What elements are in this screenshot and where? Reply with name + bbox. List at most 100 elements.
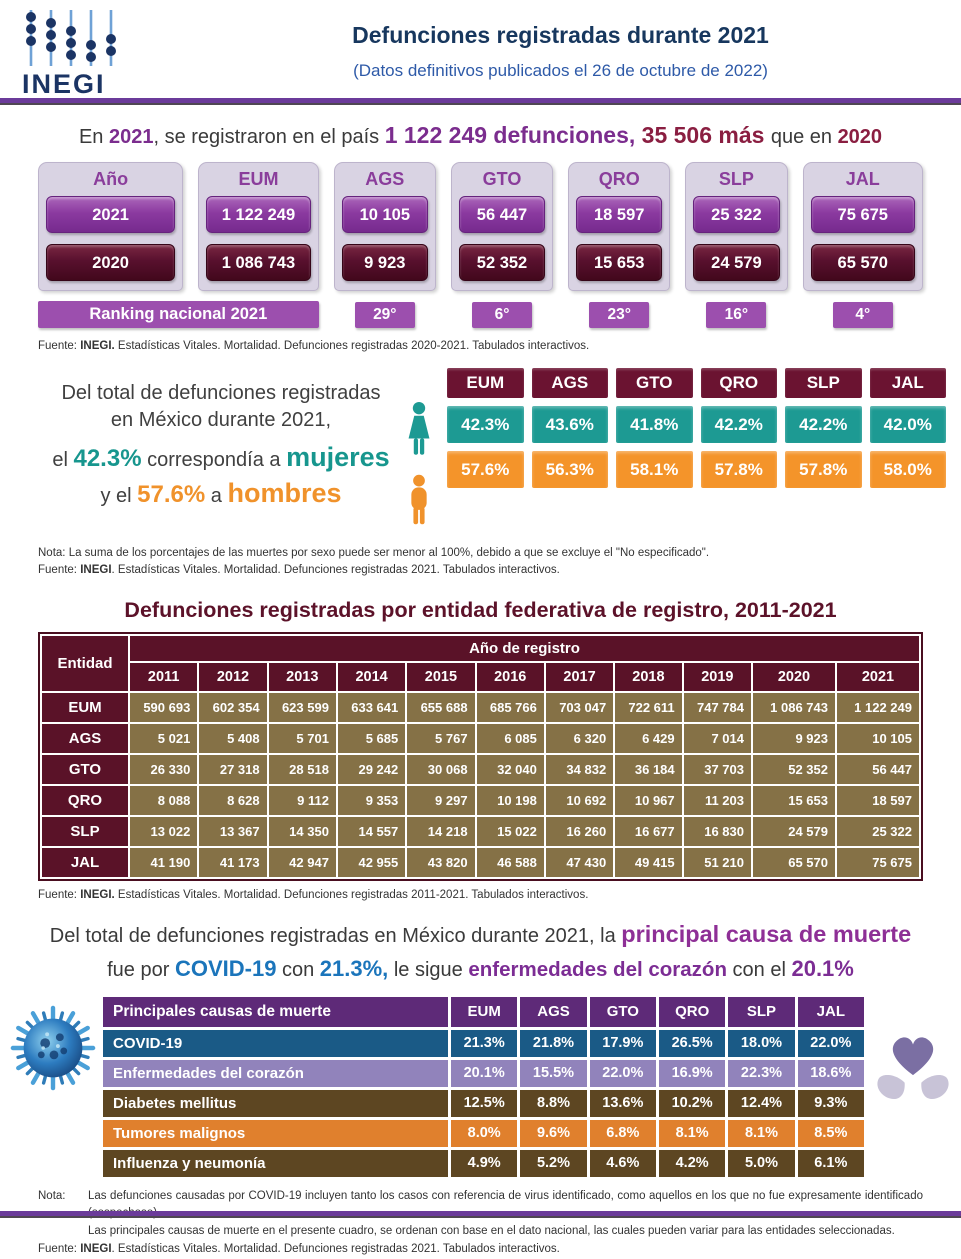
male-icon <box>401 472 437 533</box>
annual-2020-value: 2020 <box>46 244 176 281</box>
year-header: 2021 <box>835 660 921 693</box>
annual-column-header: Año <box>93 169 129 189</box>
entity-value: 6 085 <box>474 721 546 755</box>
cause-percentage: 4.2% <box>658 1149 726 1177</box>
entity-value: 43 820 <box>405 845 477 879</box>
causes-line1: Del total de defunciones registradas en … <box>0 917 961 952</box>
cause-percentage: 16.9% <box>658 1059 726 1087</box>
female-percentage-cell: 42.0% <box>869 406 946 443</box>
source-prefix: Fuente: <box>38 888 81 901</box>
entity-value: 685 766 <box>474 690 546 724</box>
ranking-label: Ranking nacional 2021 <box>38 301 319 328</box>
bottom-divider <box>0 1211 961 1218</box>
entity-value: 15 022 <box>474 814 546 848</box>
cause-percentage: 12.5% <box>451 1089 518 1117</box>
cause-percentage: 26.5% <box>658 1029 726 1057</box>
cause-percentage: 8.1% <box>728 1119 795 1147</box>
causes-source: Fuente: INEGI. Estadísticas Vitales. Mor… <box>38 1241 923 1259</box>
year-header: 2019 <box>681 660 754 693</box>
entity-column-header: Entidad <box>40 633 130 693</box>
cause-percentage: 8.1% <box>658 1119 726 1147</box>
ranking-value: 29° <box>354 301 415 328</box>
causes-table: Principales causas de muerte EUM AGS GTO QRO… <box>100 994 867 1180</box>
entity-value: 722 611 <box>613 690 684 724</box>
male-percentage-cell: 56.3% <box>531 451 608 488</box>
note-text: La suma de los porcentajes de las muerte… <box>68 547 710 559</box>
annual-card-jal: JAL 75 675 65 570 <box>802 162 923 291</box>
annual-2020-value: 9 923 <box>341 244 428 281</box>
entity-value: 747 784 <box>681 690 754 724</box>
sex-text-part: a <box>205 485 228 508</box>
entity-value: 56 447 <box>835 752 921 786</box>
entity-value: 590 693 <box>127 690 200 724</box>
entity-value: 34 832 <box>543 752 616 786</box>
entity-value: 14 350 <box>266 814 338 848</box>
summary-increase: 35 506 más <box>641 122 771 148</box>
entity-value: 5 021 <box>127 721 200 755</box>
sex-notes: Nota: La suma de los porcentajes de las … <box>38 545 923 580</box>
entity-row: GTO 26 330 27 318 28 518 29 242 30 068 32 040 3… <box>40 752 921 786</box>
entity-value: 8 628 <box>197 783 269 817</box>
cause-percentage: 4.6% <box>589 1149 656 1177</box>
cause-percentage: 15.5% <box>520 1059 587 1087</box>
sex-note: Nota: La suma de los porcentajes de las … <box>38 545 923 562</box>
entity-row: EUM 590 693 602 354 623 599 633 641 655 688 68… <box>40 690 921 724</box>
cause-percentage: 12.4% <box>728 1089 795 1117</box>
entity-source: Fuente: INEGI. Estadísticas Vitales. Mor… <box>38 889 923 901</box>
ranking-value: 6° <box>472 301 532 328</box>
ranking-value: 16° <box>706 301 767 328</box>
year-header: 2015 <box>405 660 477 693</box>
sex-text-part: y el <box>100 485 138 508</box>
cause-percentage: 9.3% <box>797 1089 864 1117</box>
cause-percentage: 21.3% <box>451 1029 518 1057</box>
annual-card-año: Año 2021 2020 <box>38 162 184 291</box>
year-header: 2014 <box>335 660 408 693</box>
causes-main-header: Principales causas de muerte <box>103 996 448 1027</box>
annual-column-header: EUM <box>238 169 279 189</box>
male-percentage-cell: 57.8% <box>700 451 777 488</box>
sex-column-header: GTO <box>616 368 693 398</box>
entity-value: 623 599 <box>266 690 338 724</box>
annual-2020-value: 65 570 <box>810 244 915 281</box>
cause-percentage: 5.0% <box>728 1149 795 1177</box>
cause-percentage: 22.0% <box>797 1029 864 1057</box>
source-inegi: INEGI <box>80 1242 112 1255</box>
entity-value: 5 408 <box>197 721 269 755</box>
virus-icon <box>6 994 100 1099</box>
summary-total-deaths: 1 122 249 defunciones, <box>384 122 642 148</box>
cause-row: Diabetes mellitus 12.5% 8.8% 13.6% 10.2% 12.4… <box>103 1089 864 1117</box>
entity-value: 36 184 <box>613 752 684 786</box>
rank-wrap: 4° <box>803 301 924 328</box>
entity-value: 9 297 <box>405 783 477 817</box>
year-header: 2018 <box>613 660 684 693</box>
sex-text-part: correspondía a <box>141 449 287 471</box>
causes-column-header: SLP <box>728 996 795 1027</box>
source-prefix: Fuente: <box>38 340 81 352</box>
entity-value: 1 122 249 <box>835 690 921 724</box>
sex-line2: en México durante 2021, <box>110 409 332 431</box>
cause-percentage: 20.1% <box>451 1059 518 1087</box>
year-header: 2013 <box>266 660 338 693</box>
causes-column-header: EUM <box>451 996 518 1027</box>
rank-wrap: 29° <box>334 301 436 328</box>
source-inegi: INEGI. <box>80 340 115 352</box>
entity-value: 10 692 <box>543 783 616 817</box>
summary-text: En <box>78 126 109 148</box>
rank-wrap: 16° <box>685 301 787 328</box>
page-subtitle: (Datos definitivos publicados el 26 de o… <box>353 61 768 80</box>
cause-percentage: 21.8% <box>520 1029 587 1057</box>
source-prefix: Fuente: <box>38 1242 81 1255</box>
cause-percentage: 6.1% <box>797 1149 864 1177</box>
female-percentage-cell: 42.3% <box>447 406 524 443</box>
entity-value: 7 014 <box>681 721 754 755</box>
principal-cause-highlight: principal causa de muerte <box>621 920 912 947</box>
entity-value: 30 068 <box>405 752 477 786</box>
male-percentage-cell: 57.6% <box>447 451 524 488</box>
entity-value: 13 022 <box>127 814 200 848</box>
sex-icons <box>397 368 441 533</box>
entity-value: 14 218 <box>405 814 477 848</box>
annual-2021-value: 56 447 <box>458 196 546 233</box>
year-header: 2017 <box>543 660 616 693</box>
annual-card-slp: SLP 25 322 24 579 <box>685 162 788 291</box>
cause-row: Influenza y neumonía 4.9% 5.2% 4.6% 4.2% 5.0%… <box>103 1149 864 1177</box>
